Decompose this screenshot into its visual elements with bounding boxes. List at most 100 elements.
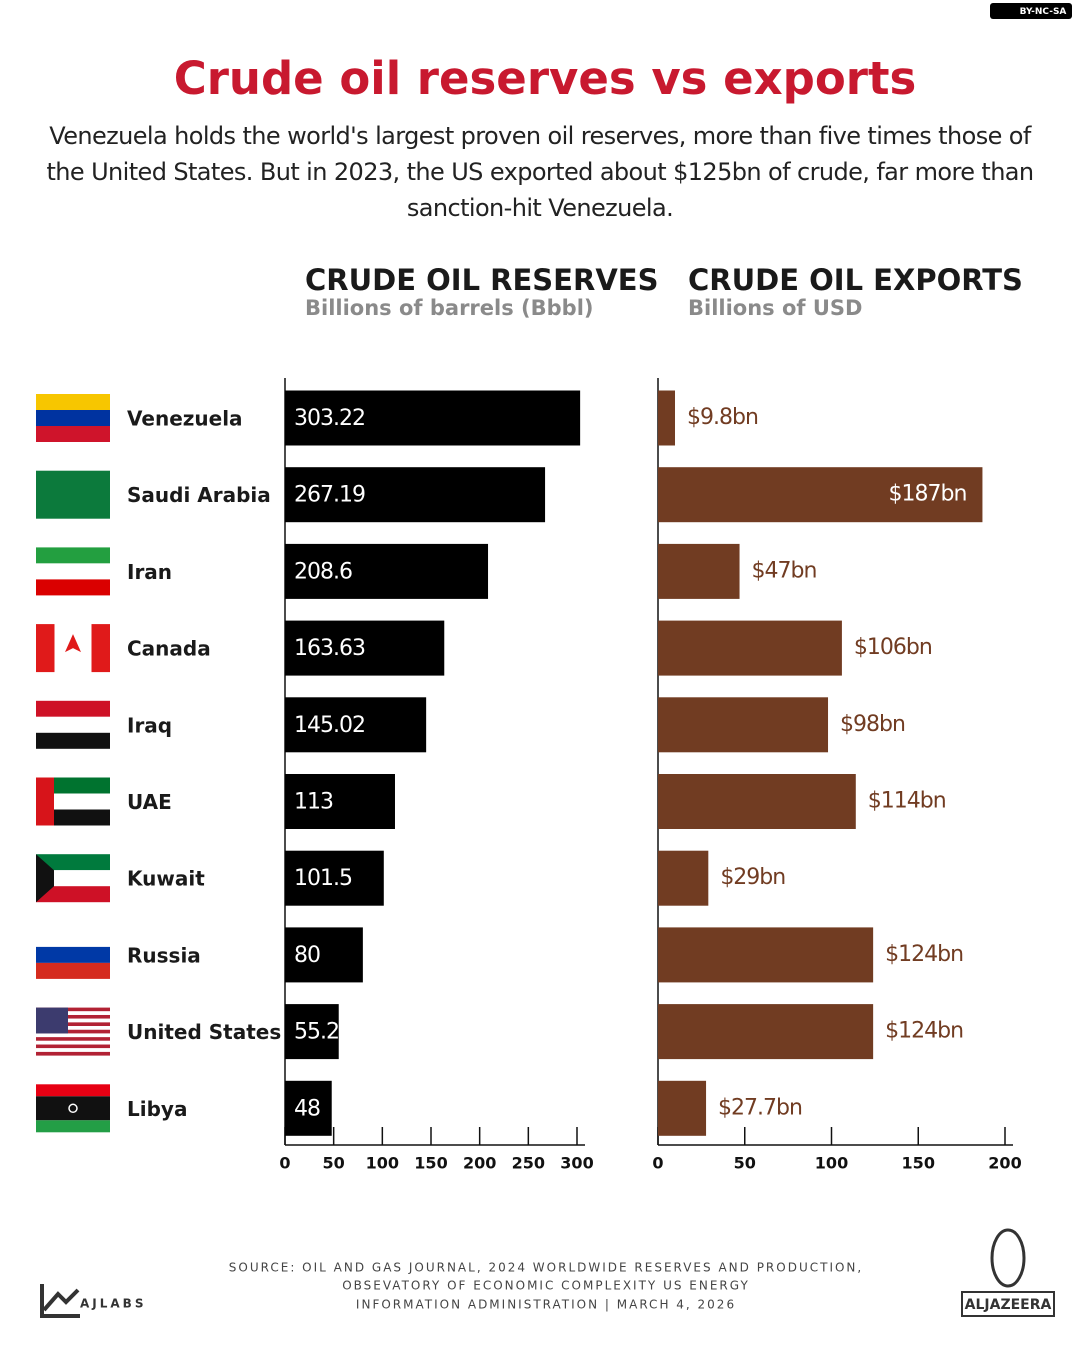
flag-part [36, 793, 110, 810]
bar [658, 467, 983, 523]
category-label: Canada [127, 637, 211, 661]
flag-part [36, 870, 110, 887]
bar [285, 774, 395, 829]
value-label: 303.22 [294, 406, 365, 431]
bar [658, 774, 856, 829]
source-line: INFORMATION ADMINISTRATION | MARCH 4, 20… [356, 1298, 736, 1312]
bar [285, 390, 581, 446]
flag-part [36, 716, 110, 733]
value-label: 208.6 [294, 559, 352, 584]
flag-part [65, 634, 81, 653]
footer: SOURCE: OIL AND GAS JOURNAL, 2024 WORLDW… [40, 1228, 1055, 1318]
panel-subtitle: Billions of barrels (Bbbl) [305, 296, 594, 320]
flag-part [36, 1007, 110, 1012]
bar [285, 1080, 332, 1136]
flag-part [36, 547, 110, 564]
value-label: $106bn [854, 635, 932, 660]
category-label: Venezuela [127, 407, 243, 431]
license-badge [990, 3, 1072, 19]
value-label: 113 [294, 790, 333, 815]
bar [658, 1004, 874, 1060]
flag-part [36, 1022, 110, 1027]
flag-part [36, 426, 110, 442]
category-label: United States [127, 1020, 281, 1044]
value-label: $47bn [752, 558, 817, 583]
flag-part [36, 1120, 110, 1133]
flag-part [36, 1026, 110, 1030]
flag-part [36, 809, 110, 826]
x-tick-label: 0 [652, 1154, 663, 1173]
bar [658, 927, 874, 983]
category-label: Libya [127, 1097, 187, 1121]
flag-part [36, 854, 110, 871]
bar [285, 927, 363, 983]
x-tick-label: 100 [815, 1154, 848, 1173]
flag-part [36, 777, 54, 826]
flag-part [36, 1096, 110, 1121]
value-label: $124bn [885, 942, 963, 967]
flag-part [36, 946, 110, 963]
flag-part [36, 930, 110, 947]
ajlabs-icon [40, 1284, 80, 1318]
bar [658, 543, 740, 599]
flag-part [36, 579, 110, 596]
flag-part [36, 1048, 110, 1052]
x-tick-label: 150 [414, 1154, 447, 1173]
x-tick-label: 250 [512, 1154, 545, 1173]
bar [285, 850, 384, 906]
flag-part [36, 563, 110, 580]
x-tick-label: 300 [560, 1154, 593, 1173]
value-label: 80 [294, 943, 320, 968]
flag-part [36, 470, 110, 519]
subtitle-box: Venezuela holds the world's largest prov… [46, 122, 1034, 222]
flag-part [36, 1040, 110, 1045]
category-label: Russia [127, 943, 201, 967]
value-label: $114bn [868, 789, 946, 814]
flag-part [36, 624, 55, 673]
category-label: Kuwait [127, 867, 205, 891]
value-label: 267.19 [294, 483, 365, 508]
x-tick-label: 150 [902, 1154, 935, 1173]
flag-part [36, 410, 110, 426]
flag-part [91, 624, 110, 673]
flag-part [36, 962, 110, 979]
value-label: $187bn [889, 482, 967, 507]
flag-part [36, 777, 110, 794]
x-tick-label: 50 [734, 1154, 756, 1173]
flag-part [36, 732, 110, 749]
flag-part [36, 1044, 110, 1049]
flag-part [36, 1051, 110, 1056]
value-label: $98bn [840, 712, 905, 737]
bar [285, 1004, 339, 1060]
x-tick-label: 50 [323, 1154, 345, 1173]
value-label: 163.63 [294, 636, 365, 661]
value-label: $9.8bn [687, 405, 758, 430]
value-label: 55.2 [294, 1020, 339, 1045]
category-label: Saudi Arabia [127, 483, 271, 507]
flag-part [36, 1018, 110, 1023]
flag-part [36, 1014, 110, 1019]
x-tick-label: 0 [279, 1154, 290, 1173]
bar [658, 1080, 707, 1136]
value-label: $29bn [720, 865, 785, 890]
x-tick-label: 100 [366, 1154, 399, 1173]
flag-part [36, 1011, 110, 1015]
bar [658, 620, 842, 676]
category-label: Iraq [127, 713, 172, 737]
flag-part [36, 1033, 110, 1038]
x-tick-label: 200 [988, 1154, 1021, 1173]
credit: AJLABS [80, 1297, 146, 1311]
category-label: Iran [127, 560, 172, 584]
bar [658, 697, 829, 753]
license: BY-NC-SA [1020, 7, 1067, 17]
source-line: SOURCE: OIL AND GAS JOURNAL, 2024 WORLDW… [229, 1261, 863, 1275]
panel-title: CRUDE OIL EXPORTS [688, 263, 1023, 297]
flag-part [36, 394, 110, 410]
category-label: UAE [127, 790, 172, 814]
flag-part [68, 1103, 78, 1114]
bar [658, 390, 676, 446]
flag-part [36, 886, 110, 903]
value-label: 48 [294, 1096, 320, 1121]
